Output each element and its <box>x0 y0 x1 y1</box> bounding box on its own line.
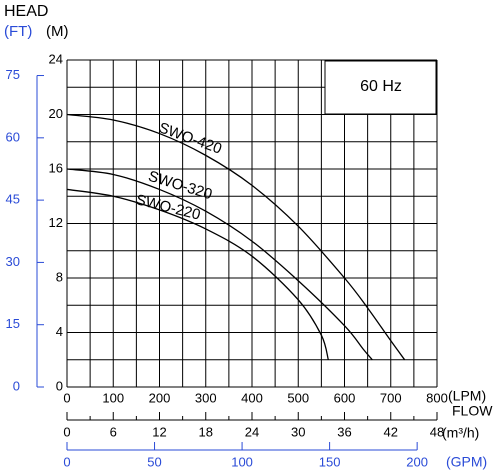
x-tick-label: 700 <box>380 390 402 405</box>
x2-tick-label: 30 <box>291 424 305 439</box>
series-label: SWO-420 <box>156 119 224 158</box>
y2-tick-label: 15 <box>6 316 20 331</box>
y2-tick-label: 60 <box>6 129 20 144</box>
annotation: 60 Hz <box>360 78 402 95</box>
curve <box>66 188 329 360</box>
x-tick-label: 0 <box>63 390 70 405</box>
y-tick-label: 16 <box>49 160 63 175</box>
annotation-box <box>324 60 437 115</box>
x2-tick-label: 42 <box>384 424 398 439</box>
x2-tick-label: 12 <box>152 424 166 439</box>
curve <box>66 113 406 361</box>
y2-unit: (FT) <box>4 23 32 40</box>
y-tick-label: 12 <box>49 215 63 230</box>
x2-tick-label: 18 <box>199 424 213 439</box>
x-axis-label: FLOW <box>452 403 493 419</box>
x3-tick-label: 150 <box>319 454 341 469</box>
x2-tick-label: 24 <box>245 424 259 439</box>
x-tick-label: 500 <box>287 390 309 405</box>
y-axis-label: HEAD <box>4 3 48 20</box>
y-tick-label: 4 <box>56 324 63 339</box>
x-tick-label: 100 <box>102 390 124 405</box>
x2-tick-label: 0 <box>63 424 70 439</box>
y-tick-label: 8 <box>56 269 63 284</box>
y2-tick-label: 75 <box>6 67 20 82</box>
x-tick-label: 300 <box>195 390 217 405</box>
y-tick-label: 20 <box>49 106 63 121</box>
x-tick-label: 600 <box>334 390 356 405</box>
y-unit: (M) <box>46 23 69 40</box>
curve <box>66 168 373 361</box>
x2-tick-label: 48 <box>430 424 444 439</box>
x3-tick-label: 200 <box>406 454 428 469</box>
x3-tick-label: 100 <box>231 454 253 469</box>
y2-tick-label: 30 <box>6 254 20 269</box>
x2-tick-label: 36 <box>337 424 351 439</box>
x3-unit: (GPM) <box>446 454 487 470</box>
x2-tick-label: 6 <box>110 424 117 439</box>
x-tick-label: 200 <box>149 390 171 405</box>
x-tick-label: 400 <box>241 390 263 405</box>
y-tick-label: 0 <box>56 378 63 393</box>
x3-tick-label: 0 <box>63 454 70 469</box>
y2-tick-label: 0 <box>13 378 20 393</box>
y2-tick-label: 45 <box>6 192 20 207</box>
y-tick-label: 24 <box>49 51 63 66</box>
x-unit: (LPM) <box>448 388 486 404</box>
x2-unit: (m³/h) <box>442 425 479 441</box>
x-tick-label: 800 <box>426 390 448 405</box>
x3-tick-label: 50 <box>147 454 161 469</box>
